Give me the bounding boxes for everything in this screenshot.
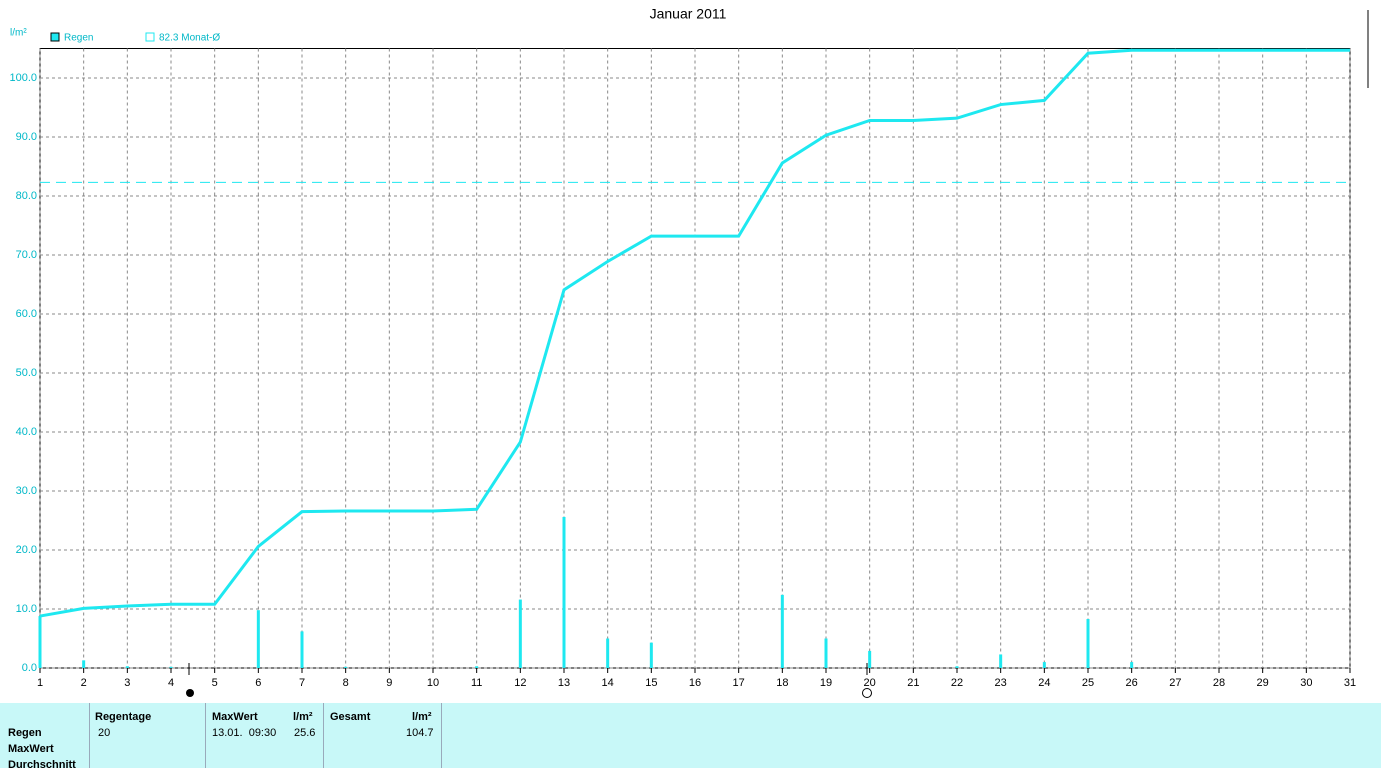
separator: [89, 703, 90, 768]
y-tick-label: 70.0: [16, 249, 37, 261]
x-tick-label: 12: [514, 677, 526, 689]
chart: Januar 2011 l/m² 0.0 10.0 20.0 30.0 40.0 50.0…: [9, 6, 1369, 698]
bar: [606, 638, 610, 668]
bar: [125, 666, 129, 668]
y-tick-label: 100.0: [9, 72, 37, 84]
unit: l/m²: [293, 711, 313, 723]
y-tick-label: 0.0: [22, 662, 37, 674]
bar: [649, 642, 653, 668]
bar: [868, 650, 872, 668]
x-tick-label: 27: [1169, 677, 1181, 689]
legend-swatch: [50, 32, 60, 42]
y-tick-label: 30.0: [16, 485, 37, 497]
cell: 20: [98, 727, 111, 739]
x-tick-label: 9: [386, 677, 392, 689]
x-tick-label: 16: [689, 677, 701, 689]
row-label: Durchschnitt: [8, 759, 76, 771]
y-tick-label: 80.0: [16, 190, 37, 202]
x-tick-label: 19: [820, 677, 832, 689]
x-tick-label: 14: [602, 677, 614, 689]
x-tick-label: 28: [1213, 677, 1225, 689]
y-axis-label: l/m²: [10, 28, 27, 39]
legend-swatch: [145, 32, 155, 42]
x-tick-label: 11: [471, 677, 482, 689]
bar: [562, 516, 566, 668]
cell: 104.7: [406, 727, 434, 739]
x-tick-label: 7: [299, 677, 305, 689]
x-tick-label: 8: [343, 677, 349, 689]
summary-panel: Regen MaxWert Durchschnitt Regentage 20 …: [0, 703, 1381, 771]
bar: [780, 594, 784, 668]
bar: [1086, 619, 1090, 668]
separator: [323, 703, 324, 768]
bar: [82, 660, 86, 668]
x-tick-label: 17: [733, 677, 745, 689]
bar: [475, 666, 479, 668]
x-tick-label: 5: [212, 677, 218, 689]
bar: [518, 599, 522, 668]
bar: [256, 610, 260, 668]
bar: [38, 616, 42, 668]
x-tick-label: 21: [907, 677, 919, 689]
y-tick-label: 50.0: [16, 367, 37, 379]
x-tick-label: 31: [1344, 677, 1356, 689]
header: MaxWert: [212, 711, 258, 723]
bar: [169, 666, 173, 668]
moon-full: [186, 689, 194, 697]
x-tick-label: 10: [427, 677, 439, 689]
y-tick-label: 40.0: [16, 426, 37, 438]
header: Regentage: [95, 711, 152, 723]
x-tick-label: 3: [124, 677, 130, 689]
legend-label: Regen: [64, 33, 93, 44]
x-tick-label: 24: [1038, 677, 1050, 689]
x-tick-label: 29: [1257, 677, 1269, 689]
cumulative-line: [39, 48, 1350, 618]
x-tick-label: 2: [81, 677, 87, 689]
x-tick-label: 13: [558, 677, 570, 689]
moon-new: [862, 688, 872, 698]
x-tick-label: 23: [995, 677, 1007, 689]
bar: [955, 666, 959, 668]
chart-title: Januar 2011: [650, 6, 727, 22]
bar: [824, 638, 828, 668]
x-tick-label: 25: [1082, 677, 1094, 689]
row-label: MaxWert: [8, 743, 54, 755]
bar: [1042, 662, 1046, 668]
unit: l/m²: [412, 711, 432, 723]
x-tick-label: 6: [255, 677, 261, 689]
y-tick-label: 90.0: [16, 131, 37, 143]
bar: [344, 666, 348, 668]
separator: [205, 703, 206, 768]
cell: 13.01. 09:30: [212, 727, 277, 739]
x-tick-label: 4: [168, 677, 174, 689]
separator: [441, 703, 442, 768]
x-tick-label: 15: [645, 677, 657, 689]
x-tick-label: 26: [1126, 677, 1138, 689]
x-tick-label: 30: [1300, 677, 1312, 689]
header: Gesamt: [330, 711, 371, 723]
y-tick-label: 10.0: [16, 603, 37, 615]
y-tick-label: 20.0: [16, 544, 37, 556]
x-tick-label: 20: [864, 677, 876, 689]
bar: [999, 654, 1003, 668]
bar: [1130, 662, 1134, 668]
row-label: Regen: [8, 727, 42, 739]
x-tick-label: 1: [37, 677, 43, 689]
y-tick-label: 60.0: [16, 308, 37, 320]
bar: [300, 631, 304, 668]
x-tick-label: 18: [776, 677, 788, 689]
x-tick-label: 22: [951, 677, 963, 689]
cell: 25.6: [294, 727, 316, 739]
legend-label: 82.3 Monat-Ø: [159, 33, 220, 44]
